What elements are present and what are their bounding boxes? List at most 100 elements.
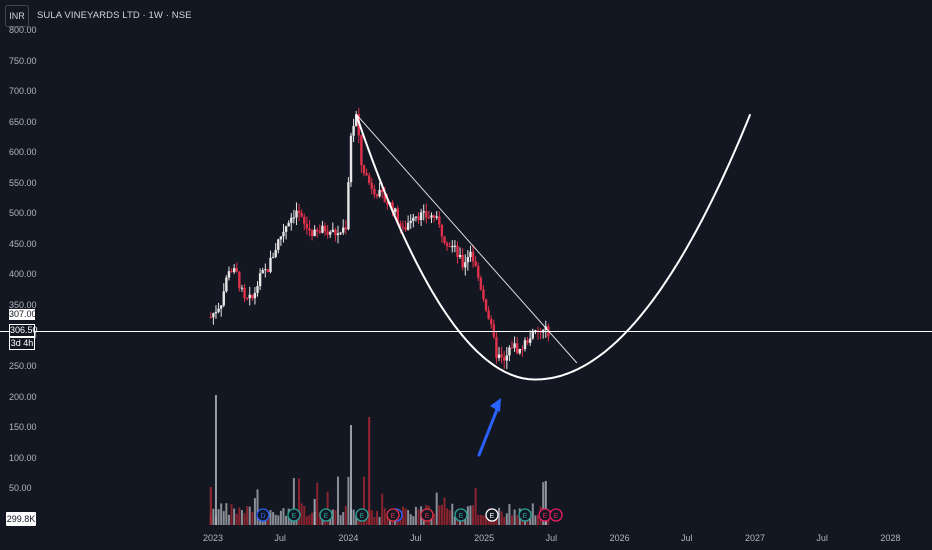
volume-bar bbox=[217, 509, 220, 525]
event-marker: E bbox=[287, 508, 301, 522]
symbol-title[interactable]: SULA VINEYARDS LTD · 1W · NSE bbox=[37, 10, 192, 21]
volume-bar bbox=[318, 512, 321, 525]
candle-body bbox=[313, 229, 316, 237]
time-tick-label: Jul bbox=[410, 533, 422, 543]
volume-bar bbox=[227, 514, 230, 525]
candle-body bbox=[510, 347, 514, 349]
volume-bar bbox=[334, 510, 337, 525]
candle-body bbox=[303, 216, 306, 224]
volume-bar bbox=[248, 506, 251, 525]
volume-bar bbox=[362, 476, 365, 525]
candle-body bbox=[342, 227, 345, 233]
candle-body bbox=[290, 217, 293, 223]
price-tick-label: 350.00 bbox=[9, 299, 37, 310]
volume-bar bbox=[298, 478, 301, 525]
volume-bar bbox=[375, 510, 378, 525]
candle-body bbox=[230, 271, 233, 273]
volume-bar bbox=[355, 515, 358, 525]
candle-body bbox=[339, 232, 342, 234]
event-marker-ring bbox=[518, 508, 532, 522]
event-marker-letter: E bbox=[360, 513, 365, 520]
candle-body bbox=[435, 216, 438, 218]
volume-bar bbox=[430, 515, 433, 525]
candle-body bbox=[225, 277, 228, 292]
candle-body bbox=[482, 289, 485, 300]
volume-bar bbox=[285, 515, 288, 525]
event-marker-letter: D bbox=[260, 513, 265, 520]
candles bbox=[209, 107, 550, 369]
volume-spike bbox=[214, 395, 217, 525]
candle-body bbox=[238, 271, 241, 289]
volume-bar bbox=[279, 510, 282, 525]
event-marker: E bbox=[454, 508, 468, 522]
volume-bar bbox=[503, 516, 506, 525]
volume-bar bbox=[477, 514, 480, 525]
candle-body bbox=[399, 223, 402, 227]
price-tick-label: 750.00 bbox=[9, 55, 37, 66]
candle-body bbox=[513, 343, 516, 348]
price-tick-label: 700.00 bbox=[9, 86, 37, 97]
event-marker-letter: E bbox=[425, 513, 430, 520]
event-marker: E bbox=[319, 508, 333, 522]
candle-body bbox=[414, 216, 418, 218]
candle-body bbox=[318, 231, 322, 233]
event-marker-ring bbox=[287, 508, 301, 522]
candle-body bbox=[386, 201, 389, 205]
volume-bar bbox=[212, 508, 215, 525]
volume-bar bbox=[311, 512, 314, 525]
event-marker: E bbox=[386, 508, 400, 522]
volume-bar bbox=[534, 515, 537, 525]
volume-bar bbox=[378, 516, 381, 525]
volume-bar bbox=[337, 476, 340, 525]
event-marker-ring bbox=[420, 508, 434, 522]
candle-body bbox=[391, 202, 394, 213]
volume-bar bbox=[404, 508, 407, 525]
price-tick-label: 50.00 bbox=[9, 483, 32, 494]
volume-bar bbox=[536, 514, 539, 525]
volume-bar bbox=[386, 514, 389, 525]
candle-body bbox=[503, 357, 506, 361]
candle-body bbox=[316, 229, 319, 232]
volume-bar bbox=[238, 507, 241, 525]
volume-spike bbox=[313, 499, 316, 525]
volume-bar bbox=[383, 508, 386, 525]
event-marker-letter: E bbox=[292, 513, 297, 520]
price-tick-label: 450.00 bbox=[9, 238, 37, 249]
candle-body bbox=[365, 173, 368, 176]
candle-body bbox=[417, 216, 420, 221]
candle-body bbox=[534, 330, 537, 332]
candle-body bbox=[373, 188, 376, 195]
volume-bar bbox=[500, 511, 503, 525]
candle-body bbox=[508, 347, 511, 356]
candle-body bbox=[258, 273, 262, 287]
volume-bar bbox=[303, 506, 306, 525]
volume-bar bbox=[344, 505, 347, 525]
currency-badge[interactable]: INR bbox=[5, 5, 29, 27]
arrow-shaft bbox=[477, 405, 500, 457]
volume-bar bbox=[381, 493, 384, 525]
candle-body bbox=[406, 222, 410, 230]
candle-body bbox=[209, 317, 212, 319]
candle-body bbox=[497, 354, 501, 358]
candle-body bbox=[245, 298, 249, 300]
time-tick-label: Jul bbox=[274, 533, 286, 543]
candle-body bbox=[253, 292, 257, 299]
volume-bar bbox=[240, 510, 243, 525]
volume-bar bbox=[438, 505, 441, 525]
volume-bar bbox=[472, 505, 475, 525]
candle-body bbox=[269, 257, 272, 272]
volume-bar bbox=[235, 513, 238, 525]
candle-body bbox=[248, 294, 251, 299]
last-price-label: 307.00 bbox=[9, 309, 37, 320]
volume-bar bbox=[253, 498, 256, 525]
price-tick-label: 200.00 bbox=[9, 391, 37, 402]
candle-body bbox=[266, 269, 270, 272]
candle-body bbox=[492, 324, 496, 338]
candle-body bbox=[490, 319, 493, 325]
volume-bar bbox=[505, 513, 508, 525]
price-tick-label: 100.00 bbox=[9, 452, 37, 463]
volume-bar bbox=[243, 513, 246, 525]
volume-bar bbox=[401, 506, 404, 525]
volume-bar bbox=[282, 508, 285, 525]
